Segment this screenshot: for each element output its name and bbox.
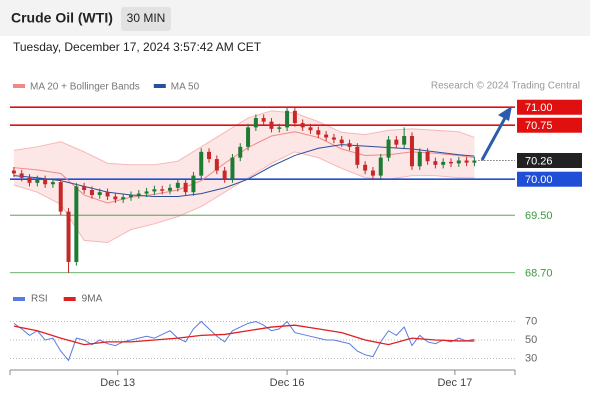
legend-label: MA 20 + Bollinger Bands — [30, 82, 140, 93]
rsi-tick-label: 70 — [525, 315, 537, 327]
level-label-box — [517, 99, 582, 115]
x-tick-label: Dec 17 — [437, 377, 472, 389]
candle-body — [292, 110, 297, 124]
x-tick-label: Dec 16 — [270, 377, 305, 389]
legend-label: RSI — [31, 294, 48, 305]
level-label: 70.00 — [525, 174, 553, 186]
level-label: 71.00 — [525, 102, 553, 114]
instrument-title: Crude Oil (WTI) — [11, 10, 113, 26]
candle-body — [433, 161, 438, 165]
legend-swatch — [13, 84, 25, 88]
candle-body — [269, 121, 274, 129]
level-label: 68.70 — [525, 268, 553, 280]
candle-body — [222, 170, 227, 180]
candle-body — [58, 182, 63, 212]
candle-body — [35, 179, 40, 183]
level-label: 69.50 — [525, 210, 553, 222]
timeframe-button[interactable] — [121, 7, 171, 31]
candle-body — [456, 160, 461, 164]
candle-body — [50, 182, 55, 185]
candle-body — [394, 139, 399, 145]
candle-body — [207, 151, 212, 160]
candle-body — [97, 192, 102, 196]
candle-body — [324, 134, 329, 138]
candle-body — [253, 118, 258, 128]
candle-body — [82, 186, 87, 190]
candle-body — [472, 160, 477, 163]
candle-body — [363, 164, 368, 171]
bollinger-band — [13, 110, 475, 243]
candle-body — [152, 189, 157, 192]
timeframe-label[interactable]: 30 MIN — [127, 11, 166, 25]
candle-body — [277, 127, 282, 129]
forecast-arrow — [480, 117, 507, 161]
candle-body — [128, 195, 133, 198]
candle-body — [199, 151, 204, 176]
candle-body — [230, 157, 235, 180]
candle-body — [89, 190, 94, 196]
candle-body — [347, 143, 352, 147]
candle-body — [261, 118, 266, 122]
last-price-box — [517, 152, 582, 168]
candle-body — [175, 182, 180, 188]
candle-body — [339, 139, 344, 144]
candle-body — [316, 130, 321, 135]
candle-body — [214, 159, 219, 171]
rsi-tick-label: 50 — [525, 334, 537, 346]
candle-body — [331, 137, 336, 140]
forecast-arrowhead — [498, 106, 512, 121]
legend-label: 9MA — [82, 294, 103, 305]
timestamp: Tuesday, December 17, 2024 3:57:42 AM CE… — [13, 40, 262, 54]
level-label-box — [517, 171, 582, 187]
candle-body — [386, 139, 391, 158]
bollinger-lower — [13, 151, 475, 244]
candle-body — [27, 177, 32, 183]
candle-body — [441, 161, 446, 165]
candle-body — [66, 211, 71, 262]
candle-body — [11, 170, 16, 174]
rsi-tick-label: 30 — [525, 352, 537, 364]
candle-body — [183, 182, 188, 193]
candle-body — [464, 160, 469, 163]
candle-body — [160, 189, 165, 191]
x-tick-label: Dec 13 — [100, 377, 135, 389]
rsi-line — [13, 324, 475, 346]
candle-body — [355, 146, 360, 165]
candle-body — [136, 193, 141, 196]
candle-body — [168, 187, 173, 191]
candle-body — [238, 146, 243, 158]
candle-body — [285, 110, 290, 128]
last-price-label: 70.26 — [525, 155, 553, 167]
legend-swatch — [13, 297, 25, 301]
rsi-line — [13, 320, 475, 362]
level-label-box — [517, 117, 582, 133]
candle-body — [417, 151, 422, 167]
candle-body — [425, 151, 430, 162]
legend-label: MA 50 — [171, 82, 200, 93]
candle-body — [402, 136, 407, 145]
candle-body — [300, 123, 305, 128]
candle-body — [378, 157, 383, 176]
legend-swatch — [63, 297, 76, 301]
header-bar — [0, 0, 590, 36]
candle-body — [74, 186, 79, 262]
legend-swatch — [153, 84, 166, 88]
candle-body — [370, 170, 375, 176]
candle-body — [246, 127, 251, 147]
candle-body — [105, 192, 110, 197]
candle-body — [448, 161, 453, 164]
candle-body — [409, 136, 414, 167]
candle-body — [19, 173, 24, 178]
credit: Research © 2024 Trading Central — [431, 81, 580, 92]
candle-body — [191, 175, 196, 193]
candle-body — [43, 179, 48, 185]
candle-body — [121, 197, 126, 200]
candle-body — [113, 196, 118, 200]
level-label: 70.75 — [525, 120, 553, 132]
candle-body — [308, 127, 313, 131]
candle-body — [144, 191, 149, 194]
